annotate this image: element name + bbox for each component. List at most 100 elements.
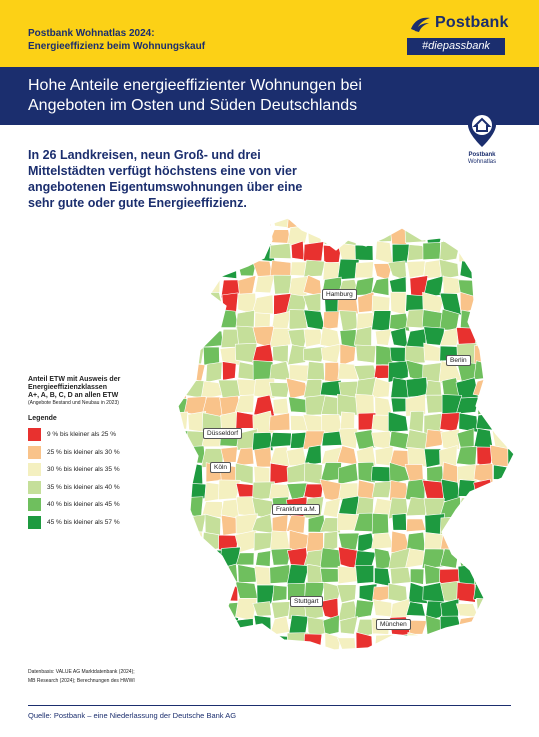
district-region <box>200 244 223 264</box>
district-region <box>321 224 341 247</box>
district-region <box>390 291 407 316</box>
district-region <box>423 648 442 650</box>
district-region <box>219 585 239 602</box>
district-region <box>405 649 428 650</box>
legend-label: 30 % bis kleiner als 35 % <box>47 466 120 473</box>
district-region <box>493 636 510 650</box>
district-region <box>205 670 221 688</box>
district-region <box>337 637 357 650</box>
legend-title-line-3: A+, A, B, C, D an allen ETW <box>28 392 119 399</box>
choropleth-map <box>177 217 530 689</box>
district-region <box>458 632 478 650</box>
district-region <box>185 218 207 229</box>
district-region <box>303 444 322 467</box>
district-region <box>178 531 189 552</box>
district-region <box>389 312 411 332</box>
district-region <box>269 327 292 349</box>
district-region <box>406 260 426 279</box>
legend-label: 35 % bis kleiner als 40 % <box>47 483 120 491</box>
district-region <box>455 396 480 415</box>
finding-line-2: Mittelstädten verfügt höchstens eine von… <box>28 164 297 178</box>
district-region <box>441 461 462 485</box>
district-region <box>355 344 377 364</box>
legend-swatch <box>28 463 41 476</box>
district-region <box>391 668 406 685</box>
district-region <box>440 580 461 603</box>
district-region <box>509 496 514 520</box>
district-region <box>178 359 190 381</box>
district-region <box>337 667 359 689</box>
district-region <box>524 600 530 615</box>
district-region <box>489 258 513 282</box>
district-region <box>236 260 257 277</box>
district-region <box>338 310 358 332</box>
district-region <box>489 533 511 553</box>
finding-line-1: In 26 Landkreisen, neun Groß- und drei <box>28 148 261 162</box>
postbank-wing-icon <box>411 17 430 32</box>
district-region <box>408 410 425 433</box>
district-region <box>178 343 188 365</box>
district-region <box>387 360 409 383</box>
district-region <box>354 244 374 261</box>
district-region <box>178 466 189 484</box>
district-region <box>339 343 356 367</box>
district-region <box>392 633 409 650</box>
district-region <box>473 259 496 281</box>
district-region <box>336 445 358 466</box>
district-region <box>319 547 342 569</box>
district-region <box>306 361 325 381</box>
district-region <box>476 616 496 634</box>
district-region <box>526 496 530 514</box>
district-region <box>473 218 496 231</box>
district-region <box>526 533 530 552</box>
district-region <box>490 549 510 570</box>
district-region <box>235 244 256 263</box>
district-region <box>235 597 258 622</box>
district-region <box>252 601 272 617</box>
district-region <box>524 433 530 447</box>
district-region <box>178 615 187 638</box>
district-region <box>489 583 512 602</box>
district-region <box>287 344 307 366</box>
district-region <box>235 224 255 246</box>
report-supertitle: Postbank Wohnatlas 2024: Energieeffizien… <box>28 27 205 53</box>
top-banner: Postbank Wohnatlas 2024: Energieeffizien… <box>0 0 539 67</box>
district-region <box>507 244 514 263</box>
district-region <box>528 294 530 314</box>
germany-outline <box>177 217 515 651</box>
district-region <box>509 226 514 246</box>
district-region <box>440 428 460 450</box>
district-region <box>506 514 514 536</box>
district-region <box>405 394 426 417</box>
district-region <box>255 550 271 567</box>
district-region <box>178 582 189 602</box>
district-region <box>222 361 237 381</box>
district-region <box>219 242 240 264</box>
district-region <box>491 309 509 331</box>
district-region <box>491 668 512 687</box>
district-region <box>509 293 514 312</box>
district-region <box>371 513 389 535</box>
district-region <box>506 547 514 568</box>
district-region <box>526 327 530 344</box>
district-region <box>270 649 291 650</box>
district-region <box>201 583 223 604</box>
district-region <box>201 259 222 279</box>
district-region <box>490 598 510 617</box>
district-region <box>186 276 207 298</box>
legend-swatch <box>28 498 41 511</box>
district-region <box>409 568 425 585</box>
district-region <box>255 218 272 229</box>
district-region <box>205 565 222 582</box>
district-region <box>270 666 291 689</box>
district-region <box>477 296 492 311</box>
district-region <box>525 618 530 638</box>
district-region <box>254 649 275 650</box>
district-region <box>200 615 224 637</box>
district-region <box>494 242 513 264</box>
district-region <box>390 327 409 348</box>
district-region <box>271 218 291 229</box>
district-region <box>320 651 341 672</box>
district-region <box>356 651 373 671</box>
district-region <box>439 218 458 230</box>
